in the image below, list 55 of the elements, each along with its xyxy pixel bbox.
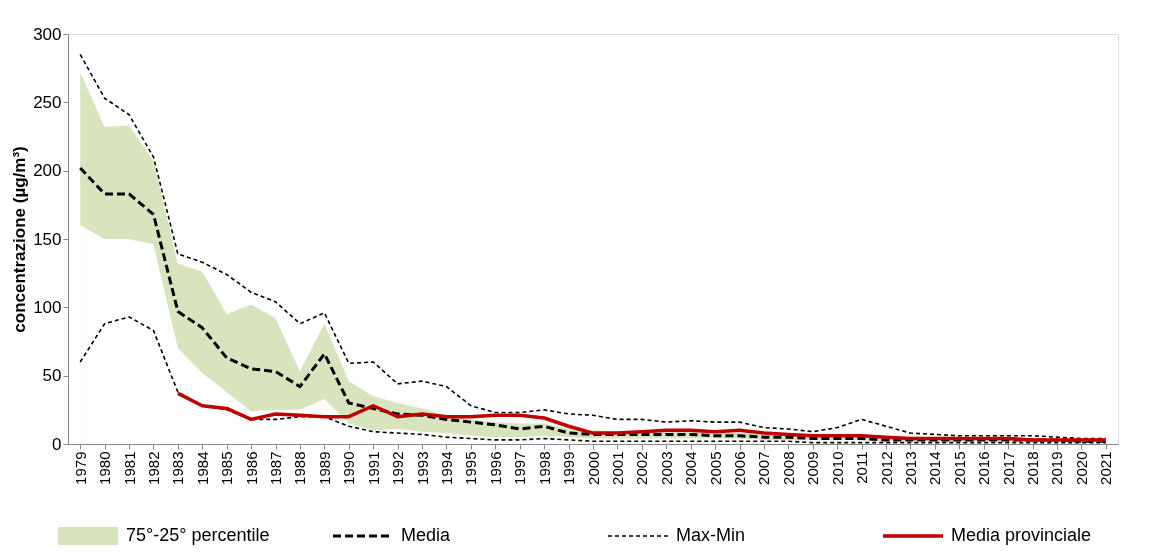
x-tick-label: 1986 bbox=[242, 451, 260, 485]
x-tick-label: 2001 bbox=[608, 451, 626, 485]
legend-label: Media bbox=[401, 525, 452, 545]
x-tick-label: 2006 bbox=[731, 451, 749, 485]
x-tick-label: 1989 bbox=[315, 451, 333, 485]
x-tick-label: 1979 bbox=[71, 451, 89, 485]
y-axis-title: concentrazione (µg/m³) bbox=[10, 146, 30, 333]
x-tick-label: 1991 bbox=[364, 451, 382, 485]
x-tick-label: 2014 bbox=[926, 451, 944, 485]
legend-label: Max-Min bbox=[676, 525, 746, 545]
x-tick-label: 2010 bbox=[828, 451, 846, 485]
y-tick-label: 250 bbox=[33, 92, 62, 112]
x-tick-label: 1988 bbox=[291, 451, 309, 485]
legend-label: 75°-25° percentile bbox=[126, 525, 270, 545]
x-tick-label: 1999 bbox=[560, 451, 578, 485]
x-tick-label: 1985 bbox=[218, 451, 236, 485]
x-tick-label: 1987 bbox=[267, 451, 285, 485]
x-tick-label: 1996 bbox=[486, 451, 504, 485]
x-tick-label: 2015 bbox=[950, 451, 968, 485]
x-tick-label: 1980 bbox=[96, 451, 114, 485]
x-tick-label: 1981 bbox=[120, 451, 138, 485]
x-tick-label: 2000 bbox=[584, 451, 602, 485]
legend-label: Media provinciale bbox=[951, 525, 1092, 545]
x-tick-label: 1990 bbox=[340, 451, 358, 485]
x-tick-label: 1982 bbox=[144, 451, 162, 485]
x-tick-label: 2017 bbox=[999, 451, 1017, 485]
x-tick-label: 1993 bbox=[413, 451, 431, 485]
x-tick-label: 1984 bbox=[193, 451, 211, 485]
y-tick-label: 300 bbox=[33, 24, 62, 44]
x-tick-label: 1997 bbox=[511, 451, 529, 485]
x-tick-label: 2012 bbox=[877, 451, 895, 485]
x-tick-label: 2009 bbox=[804, 451, 822, 485]
x-tick-label: 1995 bbox=[462, 451, 480, 485]
x-tick-label: 2007 bbox=[755, 451, 773, 485]
x-tick-label: 2020 bbox=[1072, 451, 1090, 485]
x-tick-label: 1994 bbox=[437, 451, 455, 485]
x-tick-label: 2003 bbox=[657, 451, 675, 485]
y-tick-label: 50 bbox=[42, 366, 62, 386]
y-tick-label: 150 bbox=[33, 229, 62, 249]
x-tick-label: 2002 bbox=[633, 451, 651, 485]
x-tick-label: 2019 bbox=[1048, 451, 1066, 485]
x-tick-label: 1992 bbox=[389, 451, 407, 485]
x-tick-label: 2011 bbox=[853, 451, 871, 484]
y-tick-label: 100 bbox=[33, 297, 62, 317]
y-tick-label: 200 bbox=[33, 161, 62, 181]
x-tick-label: 1983 bbox=[169, 451, 187, 485]
x-tick-label: 2008 bbox=[779, 451, 797, 485]
x-tick-label: 1998 bbox=[535, 451, 553, 485]
x-tick-label: 2018 bbox=[1024, 451, 1042, 485]
y-tick-label: 0 bbox=[52, 434, 62, 454]
x-tick-label: 2005 bbox=[706, 451, 724, 485]
x-tick-label: 2013 bbox=[901, 451, 919, 485]
x-tick-label: 2021 bbox=[1097, 451, 1115, 485]
x-tick-label: 2004 bbox=[682, 451, 700, 485]
x-tick-label: 2016 bbox=[975, 451, 993, 485]
